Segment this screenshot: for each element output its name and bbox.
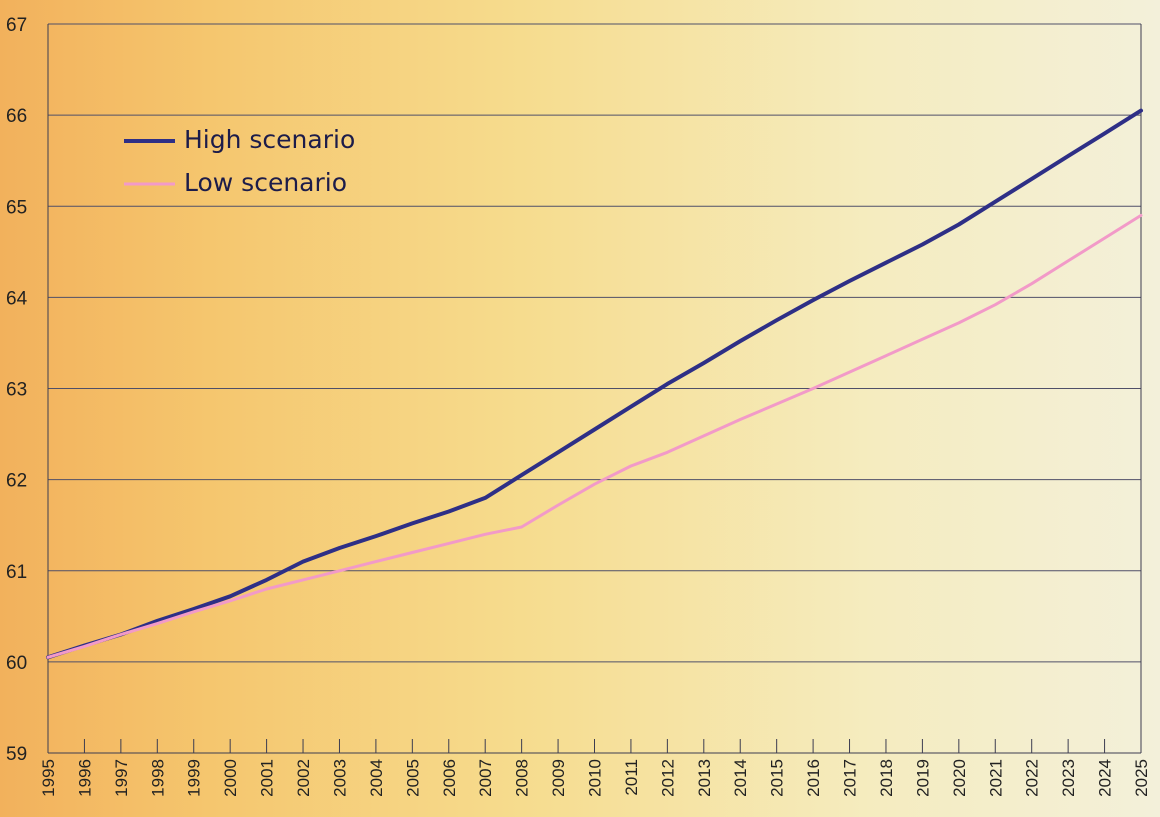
legend-label: Low scenario [184,168,347,197]
x-tick-label: 2015 [768,759,787,797]
x-tick-label: 2004 [367,759,386,797]
x-tick-label: 2021 [986,759,1005,797]
x-tick-label: 2007 [476,759,495,797]
x-tick-label: 2014 [731,759,750,797]
x-tick-label: 2023 [1059,759,1078,797]
x-tick-label: 1999 [185,759,204,797]
x-tick-label: 2019 [913,759,932,797]
legend-label: High scenario [184,125,355,154]
x-tick-label: 1996 [75,759,94,797]
x-tick-label: 2020 [950,759,969,797]
x-tick-label: 2024 [1096,759,1115,797]
x-tick-label: 2010 [586,759,605,797]
x-tick-label: 2006 [440,759,459,797]
x-tick-label: 2003 [330,759,349,797]
x-tick-label: 2000 [221,759,240,797]
x-tick-label: 2012 [658,759,677,797]
x-tick-label: 2022 [1023,759,1042,797]
x-axis-ticks: 1995 1996 1997 1998 1999 2000 2001 2002 2003 2004… [39,739,1151,797]
x-tick-label: 2016 [804,759,823,797]
y-axis-ticks: 59 60 61 62 63 64 65 66 67 [6,15,28,765]
series-lines [46,108,1143,660]
x-tick-label: 1995 [39,759,58,797]
series-line-high-scenario [46,108,1143,660]
x-tick-label: 2001 [258,759,277,797]
y-tick-label: 60 [6,653,27,674]
y-tick-label: 66 [6,106,27,127]
x-tick-label: 2011 [622,759,641,796]
x-tick-label: 2008 [513,759,532,797]
y-tick-label: 63 [6,380,27,401]
x-tick-label: 2005 [403,759,422,797]
gridlines [48,23,1141,663]
x-tick-label: 2017 [841,759,860,797]
series-line-low-scenario [46,213,1143,659]
y-tick-label: 65 [6,197,27,218]
y-tick-label: 59 [6,744,27,765]
x-tick-label: 2013 [695,759,714,797]
x-tick-label: 1998 [148,759,167,797]
x-tick-label: 2002 [294,759,313,797]
x-tick-label: 1997 [112,759,131,797]
x-tick-label: 2009 [549,759,568,797]
y-tick-label: 64 [6,288,28,309]
x-tick-label: 2025 [1132,759,1151,797]
y-tick-label: 61 [6,562,27,583]
y-tick-label: 62 [6,471,27,492]
y-tick-label: 67 [6,15,27,36]
x-tick-label: 2018 [877,759,896,797]
legend: High scenario Low scenario [124,125,355,197]
